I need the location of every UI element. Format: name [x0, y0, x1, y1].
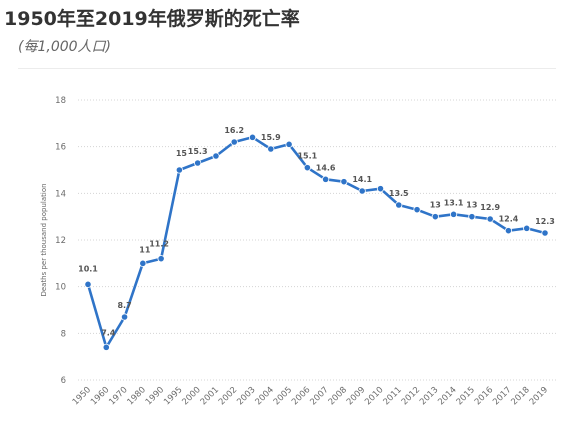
- data-points: [84, 133, 549, 351]
- data-label: 16.2: [224, 126, 244, 135]
- data-label: 13: [430, 201, 441, 210]
- data-point: [303, 164, 311, 172]
- data-label: 12.9: [480, 203, 500, 212]
- data-label: 12.4: [499, 215, 519, 224]
- x-tick-label: 2007: [308, 385, 330, 407]
- data-label: 10.1: [78, 264, 98, 273]
- x-tick-label: 2003: [235, 385, 257, 407]
- data-label: 14.1: [352, 175, 372, 184]
- data-label: 7.4: [101, 328, 116, 337]
- data-point: [248, 133, 257, 141]
- x-tick-label: 1980: [126, 385, 148, 407]
- data-label: 11: [139, 245, 151, 254]
- data-label: 15: [176, 149, 188, 158]
- data-point: [376, 185, 385, 193]
- y-tick-label: 6: [61, 376, 66, 386]
- x-tick-label: 1970: [107, 385, 129, 407]
- data-point: [267, 145, 275, 153]
- x-tick-label: 2008: [327, 385, 349, 407]
- x-tick-label: 1960: [89, 385, 111, 407]
- y-axis-label: Deaths per thousand population: [40, 183, 48, 296]
- data-point: [194, 159, 202, 167]
- data-point: [504, 227, 513, 235]
- data-point: [431, 213, 439, 221]
- x-tick-label: 2018: [509, 385, 531, 407]
- y-tick-label: 14: [55, 189, 66, 199]
- data-point: [523, 224, 531, 232]
- x-tick-label: 1990: [144, 385, 166, 407]
- x-tick-label: 2001: [199, 385, 221, 407]
- data-point: [395, 201, 403, 209]
- x-tick-label: 2015: [455, 385, 477, 407]
- data-label: 12.3: [535, 217, 555, 226]
- data-label: 8.7: [117, 301, 131, 310]
- data-point: [84, 280, 92, 288]
- x-tick-label: 2002: [217, 385, 239, 407]
- x-tick-label: 2004: [254, 385, 276, 407]
- data-point: [468, 213, 476, 221]
- data-label: 13.5: [389, 189, 409, 198]
- y-tick-label: 18: [55, 96, 66, 106]
- y-tick-label: 8: [61, 329, 66, 339]
- x-tick-label: 2019: [528, 385, 550, 407]
- data-label: 11.2: [149, 240, 169, 249]
- data-label: 13.1: [444, 198, 464, 207]
- x-tick-label: 2017: [491, 385, 513, 407]
- x-tick-label: 2006: [290, 385, 312, 407]
- chart-subtitle: (每1,000人口): [18, 39, 112, 55]
- x-tick-label: 2013: [418, 385, 440, 407]
- data-label: 15.1: [297, 152, 317, 161]
- x-tick-label: 2005: [272, 385, 294, 407]
- data-label: 15.3: [188, 147, 208, 156]
- data-point: [541, 229, 549, 237]
- y-axis: 6 8 10 12 14 16 18: [55, 96, 66, 386]
- data-label: 15.9: [261, 133, 281, 142]
- x-tick-label: 2010: [363, 385, 385, 407]
- x-tick-label: 2012: [400, 385, 422, 407]
- x-tick-label: 2000: [180, 385, 202, 407]
- data-point: [120, 313, 129, 321]
- data-point: [285, 140, 293, 148]
- y-tick-label: 12: [55, 236, 66, 246]
- x-tick-label: 2014: [436, 385, 458, 407]
- data-point: [486, 215, 494, 223]
- y-tick-label: 16: [55, 143, 66, 153]
- header-divider: [18, 68, 556, 69]
- x-tick-label: 2011: [382, 385, 404, 407]
- x-tick-label: 1950: [71, 385, 93, 407]
- data-point: [340, 178, 348, 186]
- chart-title: 1950年至2019年俄罗斯的死亡率: [4, 8, 300, 30]
- x-tick-label: 2009: [345, 385, 367, 407]
- data-label: 14.6: [316, 163, 336, 172]
- x-axis: 1950196019701980199019952000200120022003…: [71, 385, 550, 407]
- data-point: [322, 175, 330, 183]
- data-point: [102, 343, 110, 351]
- data-point: [212, 152, 220, 160]
- data-point: [139, 259, 147, 267]
- data-point: [157, 255, 165, 263]
- x-tick-label: 2016: [473, 385, 495, 407]
- y-tick-label: 10: [55, 283, 66, 293]
- data-point: [413, 206, 421, 214]
- x-tick-label: 1995: [162, 385, 184, 407]
- data-point: [358, 187, 366, 195]
- data-point: [230, 138, 238, 146]
- data-label: 13: [466, 201, 477, 210]
- data-point: [449, 210, 458, 218]
- data-point: [175, 166, 183, 174]
